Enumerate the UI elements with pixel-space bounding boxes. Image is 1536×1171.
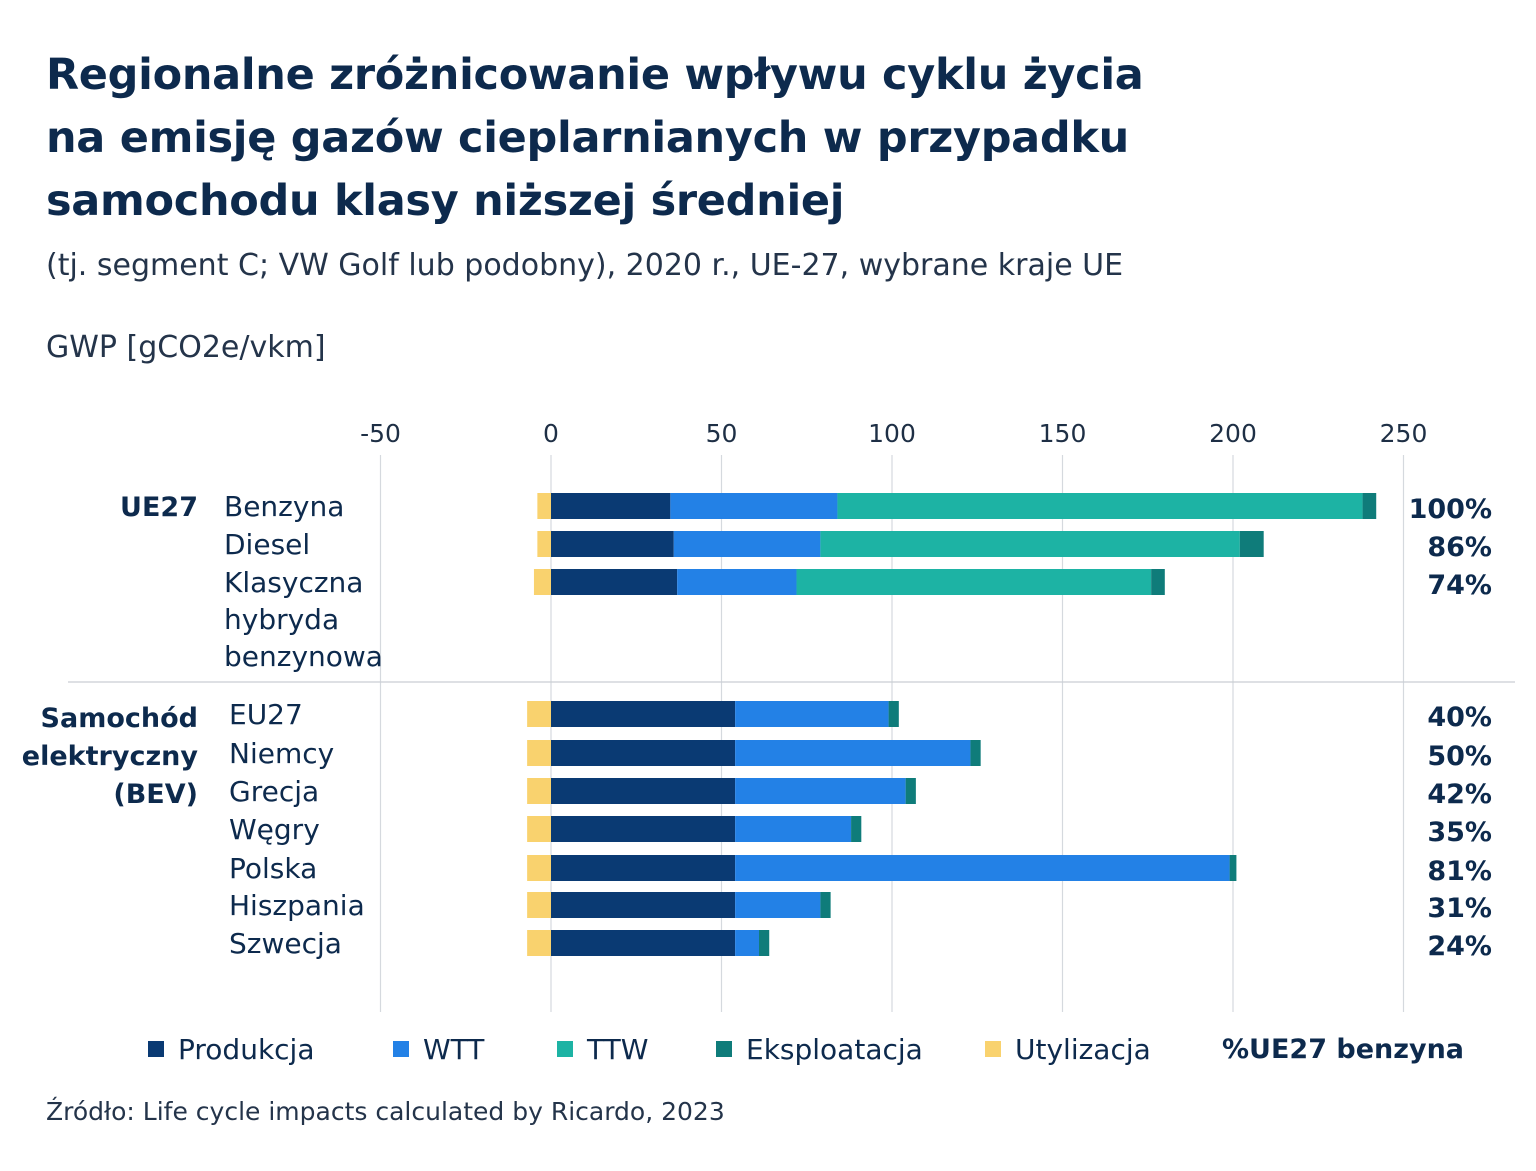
bar-segment-eksploatacja [888,701,899,727]
legend-swatch-produkcja [148,1041,164,1057]
bar-segment-eksploatacja [970,740,981,766]
bar-segment-wtt [735,930,760,956]
bar-segment-eksploatacja [1362,493,1377,519]
x-tick-label: 150 [1039,419,1087,448]
bar-segment-eksploatacja [1229,855,1237,881]
legend-swatch-ttw [557,1041,573,1057]
title-line-3: samochodu klasy niższej średniej [46,176,845,226]
bar-segment-produkcja [551,569,678,595]
bar-segment-utylizacja [527,855,551,881]
bar-segment-wtt [677,569,797,595]
bar-segment-produkcja [551,778,736,804]
bar-segment-wtt [670,493,838,519]
bar-segment-utylizacja [527,701,551,727]
legend-label-wtt: WTT [423,1033,485,1066]
row-label: Szwecja [229,927,342,960]
x-tick-label: 200 [1209,419,1257,448]
row-label: hybryda [224,603,339,636]
bar-segment-wtt [673,531,821,557]
row-label: Klasyczna [224,566,363,599]
bar-segment-produkcja [551,531,674,557]
legend-swatch-utylizacja [985,1041,1001,1057]
source-note: Źródło: Life cycle impacts calculated by… [46,1097,725,1126]
row-label: benzynowa [224,640,383,673]
x-tick-label: 0 [543,419,559,448]
legend-label-ttw: TTW [586,1033,648,1066]
bar-segment-produkcja [551,855,736,881]
row-label: Hiszpania [229,889,365,922]
bar-segment-eksploatacja [1239,531,1264,557]
legend-swatch-eksploatacja [716,1041,732,1057]
pct-label: 100% [1409,494,1492,525]
group-label: UE27 [120,492,198,523]
bar-segment-produkcja [551,930,736,956]
legend-pct-label: %UE27 benzyna [1222,1034,1464,1065]
pct-label: 31% [1427,893,1492,924]
bar-segment-utylizacja [527,778,551,804]
pct-label: 50% [1427,741,1492,772]
bar-segment-utylizacja [537,531,551,557]
x-tick-label: 50 [706,419,738,448]
x-tick-label: -50 [360,419,401,448]
bar-segment-eksploatacja [759,930,770,956]
bar-segment-wtt [735,855,1230,881]
bar-segment-utylizacja [527,740,551,766]
row-label: Węgry [229,813,320,846]
chart-title: Regionalne zróżnicowanie wpływu cyklu ży… [46,44,1346,233]
pct-label: 81% [1427,856,1492,887]
bar-segment-wtt [735,816,852,842]
title-line-1: Regionalne zróżnicowanie wpływu cyklu ży… [46,50,1144,100]
unit-label: GWP [gCO2e/vkm] [46,330,326,365]
bar-segment-utylizacja [533,569,551,595]
bar-segment-utylizacja [527,892,551,918]
bar-segment-eksploatacja [820,892,831,918]
bar-segment-wtt [735,701,889,727]
legend-label-eksploatacja: Eksploatacja [746,1033,923,1066]
bar-segment-wtt [735,778,906,804]
group-label: elektryczny [22,741,199,772]
bar-segment-produkcja [551,740,736,766]
bar-segment-eksploatacja [851,816,862,842]
bar-segment-wtt [735,892,821,918]
pct-label: 74% [1427,570,1492,601]
bar-segment-ttw [837,493,1363,519]
pct-label: 86% [1427,532,1492,563]
bar-segment-produkcja [551,892,736,918]
legend-label-utylizacja: Utylizacja [1015,1033,1151,1066]
bar-segment-utylizacja [537,493,551,519]
bar-segment-produkcja [551,816,736,842]
row-label: Diesel [224,528,310,561]
row-label: Niemcy [229,737,334,770]
legend-swatch-wtt [393,1041,409,1057]
bar-segment-wtt [735,740,971,766]
x-tick-label: 100 [868,419,916,448]
pct-label: 35% [1427,817,1492,848]
chart-subtitle: (tj. segment C; VW Golf lub podobny), 20… [46,248,1124,283]
bar-segment-produkcja [551,493,671,519]
bar-segment-utylizacja [527,930,551,956]
group-label: Samochód [41,703,198,734]
pct-label: 42% [1427,779,1492,810]
bar-segment-utylizacja [527,816,551,842]
row-label: Grecja [229,775,319,808]
row-label: Benzyna [224,490,344,523]
bar-segment-ttw [796,569,1152,595]
bar-segment-ttw [820,531,1240,557]
legend-label-produkcja: Produkcja [178,1033,315,1066]
row-label: EU27 [229,698,303,731]
title-line-2: na emisję gazów cieplarnianych w przypad… [46,113,1129,163]
pct-label: 24% [1427,931,1492,962]
bar-segment-eksploatacja [905,778,916,804]
bar-segment-produkcja [551,701,736,727]
x-tick-label: 250 [1380,419,1428,448]
row-label: Polska [229,852,317,885]
pct-label: 40% [1427,702,1492,733]
bar-segment-eksploatacja [1151,569,1165,595]
group-label: (BEV) [113,779,198,810]
